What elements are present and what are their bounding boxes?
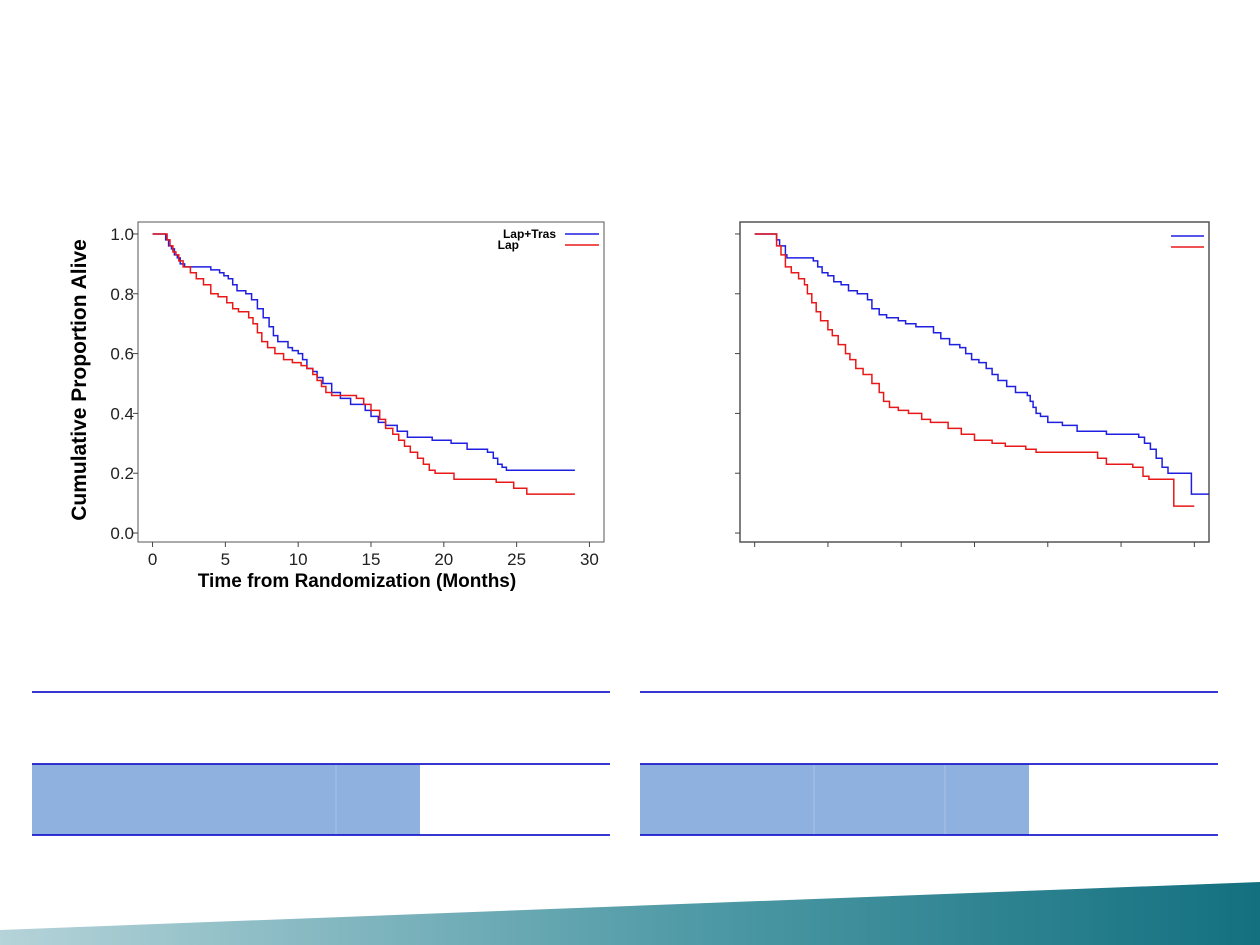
left-table-fill-row xyxy=(32,764,420,835)
left-y-tick-label-4: 0.8 xyxy=(110,285,134,304)
left-legend-label-lap: Lap xyxy=(498,238,519,252)
left-x-tick-label-20: 20 xyxy=(434,550,453,569)
right-curves xyxy=(754,233,1209,507)
left-x-tick-label-30: 30 xyxy=(580,550,599,569)
left-y-tick-label-1: 0.2 xyxy=(110,464,134,483)
left-x-axis-title: Time from Randomization (Months) xyxy=(198,571,516,592)
right-curve-series-1 xyxy=(754,233,1195,507)
left-y-tick-label-0: 0.0 xyxy=(110,524,134,543)
left-results-table xyxy=(32,691,610,836)
left-y-tick-label-3: 0.6 xyxy=(110,345,134,364)
right-plot-frame xyxy=(739,221,1210,543)
left-curve-lap xyxy=(152,233,575,495)
left-x-tick-label-5: 5 xyxy=(221,550,230,569)
left-survival-chart: 0 5 10 15 20 25 30 0.0 0.2 0.4 0.6 0.8 1.0 Time from… xyxy=(68,221,605,592)
footer-gradient-banner xyxy=(0,882,1260,945)
right-curve-series-0 xyxy=(754,233,1209,495)
right-survival-chart xyxy=(735,221,1210,547)
left-curve-lap-tras xyxy=(152,233,575,471)
left-y-tick-label-5: 1.0 xyxy=(110,225,134,244)
right-legend xyxy=(1171,235,1204,248)
right-axis-ticks xyxy=(735,233,1195,547)
left-y-tick-label-2: 0.4 xyxy=(110,404,134,423)
left-x-tick-label-25: 25 xyxy=(507,550,526,569)
right-table-fill-row xyxy=(640,764,1029,835)
left-x-tick-label-10: 10 xyxy=(289,550,308,569)
right-results-table xyxy=(640,691,1218,836)
left-x-tick-label-0: 0 xyxy=(148,550,157,569)
left-y-axis-title: Cumulative Proportion Alive xyxy=(68,239,91,521)
left-legend-label-lap-tras: Lap+Tras xyxy=(503,227,556,241)
left-legend: Lap+Tras Lap xyxy=(498,227,599,252)
left-curves xyxy=(152,233,575,495)
left-axis-ticks: 0 5 10 15 20 25 30 0.0 0.2 0.4 0.6 0.8 1.0 xyxy=(110,225,599,569)
left-x-tick-label-15: 15 xyxy=(362,550,381,569)
